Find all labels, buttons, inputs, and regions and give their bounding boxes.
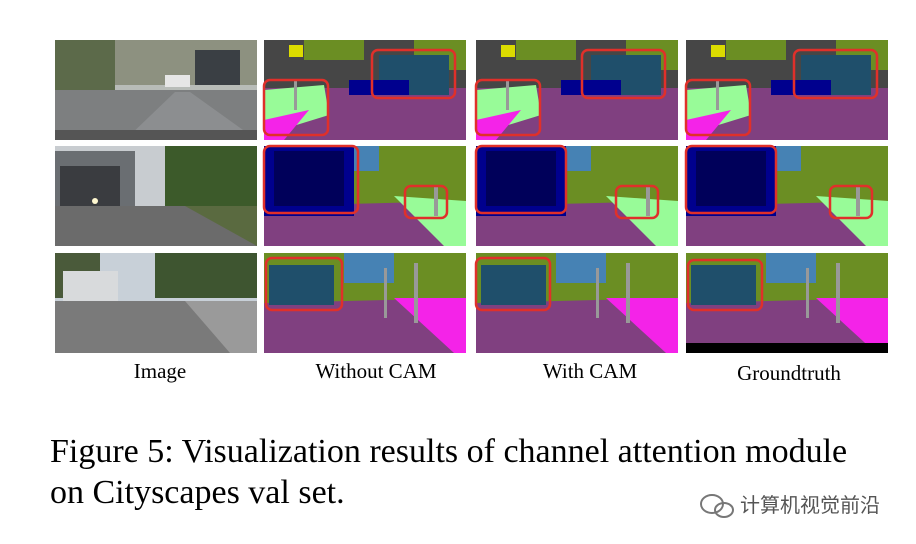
watermark: 计算机视觉前沿 — [740, 493, 880, 517]
column-label: With CAM — [543, 359, 638, 383]
column-label: Image — [134, 359, 186, 383]
column-label: Without CAM — [315, 359, 436, 383]
caption-line: Figure 5: Visualization results of chann… — [50, 433, 847, 470]
caption-line: on Cityscapes val set. — [50, 474, 345, 511]
watermark-icon — [700, 494, 734, 518]
column-label: Groundtruth — [737, 361, 841, 385]
